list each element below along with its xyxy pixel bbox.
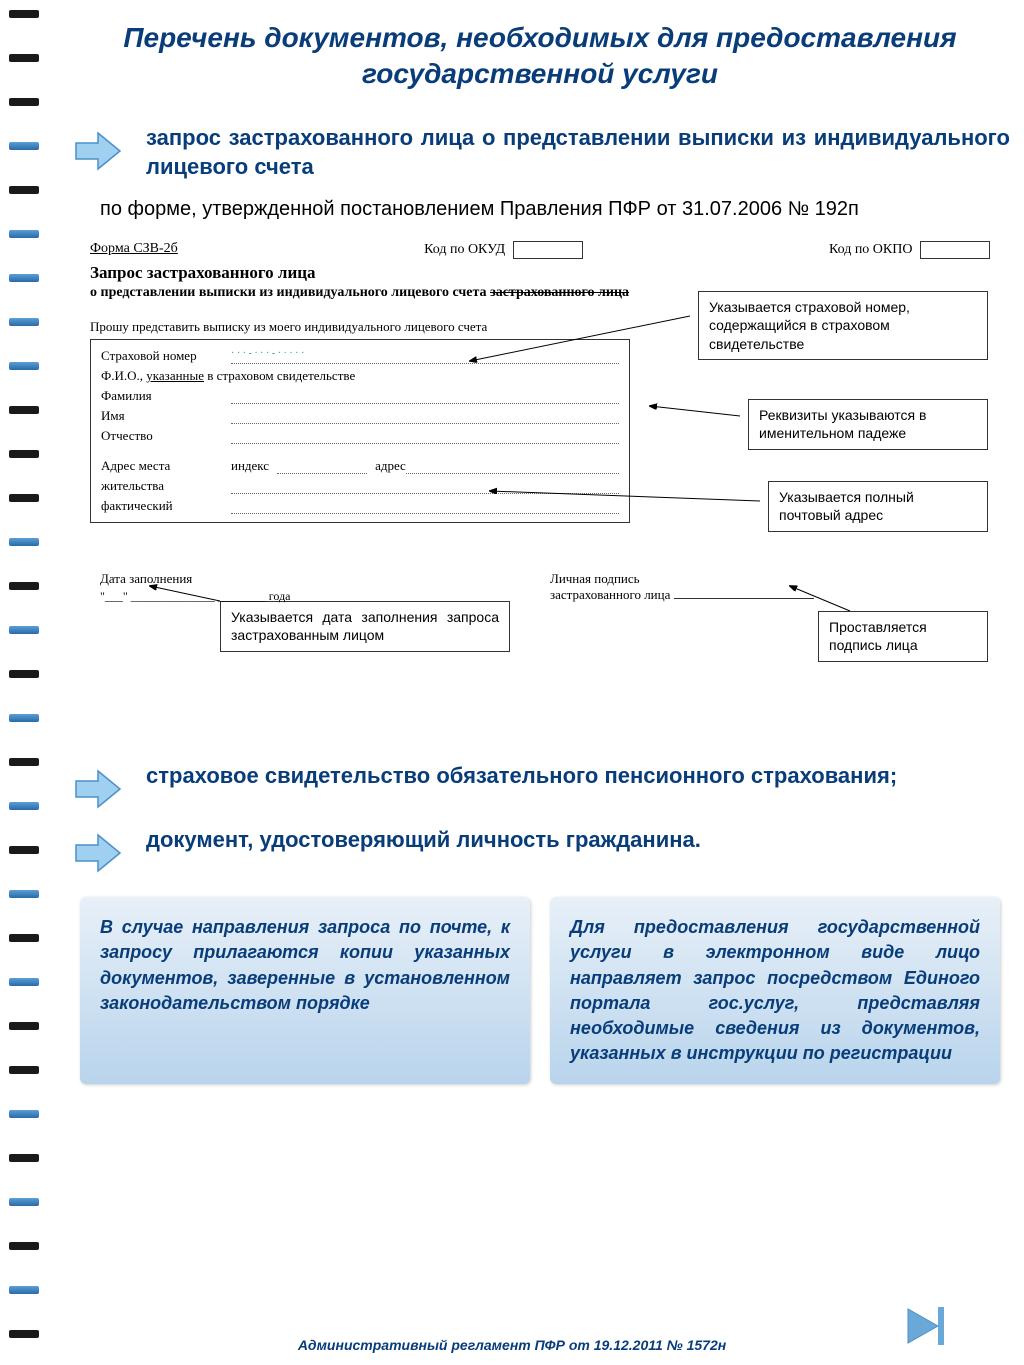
arrow-right-icon	[70, 127, 126, 175]
arrow-right-icon	[70, 829, 126, 877]
date-signature-row: Дата заполнения "___" ______________ ___…	[100, 571, 814, 604]
page-title: Перечень документов, необходимых для пре…	[70, 20, 1010, 93]
bullet-row-1: запрос застрахованного лица о представле…	[70, 123, 1010, 182]
bullet-text-2: страховое свидетельство обязательного пе…	[146, 761, 1010, 791]
callout-arrows	[90, 241, 990, 741]
form-note: по форме, утвержденной постановлением Пр…	[100, 198, 1010, 221]
bullet-row-3: документ, удостоверяющий личность гражда…	[70, 825, 1010, 877]
nav-prev-icon[interactable]	[904, 1305, 954, 1347]
bullet-text-1: запрос застрахованного лица о представле…	[146, 123, 1010, 182]
bullet-row-2: страховое свидетельство обязательного пе…	[70, 761, 1010, 813]
spiral-binding	[5, 0, 50, 1365]
info-boxes: В случае направления запроса по почте, к…	[70, 897, 1010, 1084]
info-box-mail: В случае направления запроса по почте, к…	[80, 897, 530, 1084]
arrow-right-icon	[70, 765, 126, 813]
footer-text: Административный регламент ПФР от 19.12.…	[0, 1337, 1024, 1353]
bullet-text-3: документ, удостоверяющий личность гражда…	[146, 825, 1010, 855]
form-sample: Форма СЗВ-2б Код по ОКУД Код по ОКПО Зап…	[90, 241, 990, 741]
info-box-electronic: Для предоставления государственной услуг…	[550, 897, 1000, 1084]
